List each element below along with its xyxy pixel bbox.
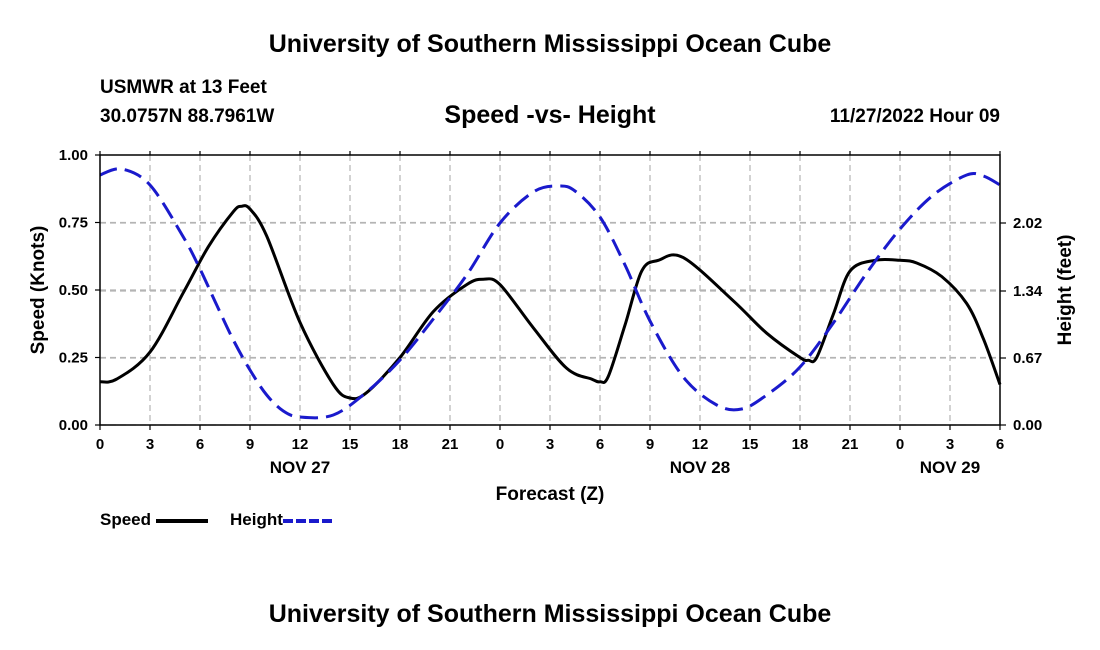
series-line-speed [99,204,1002,401]
x-tick-label: 12 [292,436,309,453]
footer-title: University of Southern Mississippi Ocean… [268,600,832,628]
series-line-height [99,167,1001,420]
legend-height-label: Height [230,510,283,529]
y2-tick-label: 0.67 [1013,350,1042,367]
grid-layer [100,155,1000,426]
y-tick-label: 0.50 [59,282,88,299]
x-tick-label: 3 [546,436,554,453]
legend-speed: Speed [100,510,208,530]
x-tick-label: 15 [342,436,359,453]
x-axis-title: Forecast (Z) [496,484,605,505]
x-tick-label: 6 [996,436,1004,453]
y-tick-label: 0.00 [59,417,88,434]
legend-speed-swatch [155,518,208,523]
legend-height: Height [230,510,335,530]
forecast-datetime: 11/27/2022 Hour 09 [829,106,1000,127]
y2-tick-label: 2.02 [1013,215,1042,232]
x-tick-label: 18 [792,436,809,453]
x-tick-label: 15 [742,436,759,453]
axis-layer: 0 3 6 9 12 15 18 21 0 3 6 9 12 15 18 21 0 3 6 NOV 27 NOV 28 N… [59,147,1043,477]
x-day-label: NOV 27 [270,458,330,477]
y2-tick-label: 1.34 [1013,283,1043,300]
speed-height-chart: 0 3 6 9 12 15 18 21 0 3 6 9 12 15 18 21 0 3 6 NOV 27 NOV 28 N… [28,147,1076,505]
x-day-label: NOV 28 [670,458,730,477]
x-tick-label: 6 [596,436,604,453]
page-title: University of Southern Mississippi Ocean… [268,30,832,58]
x-tick-label: 3 [946,436,954,453]
x-tick-label: 3 [146,436,154,453]
y-tick-label: 0.75 [59,215,88,232]
station-label: USMWR at 13 Feet [100,77,267,98]
x-tick-label: 18 [392,436,409,453]
y2-tick-label: 0.00 [1013,417,1042,434]
x-tick-label: 21 [442,436,459,453]
x-tick-label: 9 [646,436,654,453]
y-tick-label: 1.00 [59,147,88,164]
x-tick-label: 0 [896,436,904,453]
x-tick-label: 6 [196,436,204,453]
x-day-label: NOV 29 [920,458,980,477]
x-tick-label: 0 [496,436,504,453]
station-coordinates: 30.0757N 88.7961W [100,106,275,127]
series-layer [99,167,1002,420]
legend-speed-label: Speed [100,510,152,529]
y-axis-title: Speed (Knots) [28,226,49,355]
x-tick-label: 21 [842,436,859,453]
chart-subtitle: Speed -vs- Height [444,101,656,129]
x-tick-label: 0 [96,436,104,453]
y2-axis-title: Height (feet) [1055,235,1076,346]
x-tick-label: 12 [692,436,709,453]
x-tick-label: 9 [246,436,254,453]
legend-height-swatch [282,518,335,523]
y-tick-label: 0.25 [59,350,88,367]
